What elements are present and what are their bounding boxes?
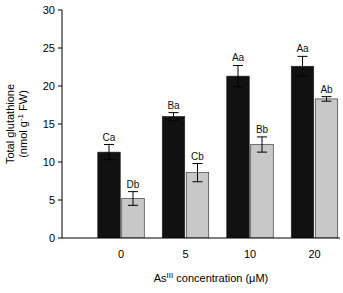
error-bar [104,145,114,160]
error-cap [104,159,114,160]
error-bar [169,113,179,121]
chart: Ca Ba Aa Aa Db Cb Bb Ab 0 5 10 15 20 25 30 0 5 10 20 AsIII … [0,0,343,293]
error-bar [322,97,332,102]
error-bar [257,137,267,152]
bar [315,99,338,238]
significance-letter: Ca [103,132,116,143]
y-tick [58,238,62,239]
y-axis-label: Total glutathione [4,84,16,164]
x-axis-label: AsIII concentration (μM) [154,271,269,285]
y-tick [58,200,62,201]
error-stem [262,137,263,152]
label-part: As [154,272,167,284]
label-part: FW) [17,90,29,114]
label-part: Total glutathione [4,84,16,164]
y-tick [58,86,62,87]
y-tick-label: 30 [43,4,55,16]
significance-letter: Ba [167,100,180,111]
label-part: (nmol g [17,121,29,158]
error-cap [233,65,243,66]
error-stem [302,56,303,76]
error-cap [257,136,267,137]
error-cap [169,120,179,121]
significance-letter: Cb [191,151,204,162]
error-cap [169,112,179,113]
y-tick-label: 25 [43,42,55,54]
y-tick-label: 20 [43,80,55,92]
error-stem [326,97,327,102]
bar [186,173,209,238]
significance-letter: Aa [232,52,245,63]
error-stem [109,145,110,160]
y-tick-label: 10 [43,156,55,168]
y-tick-label: 15 [43,118,55,130]
y-tick [58,162,62,163]
label-part: III [167,271,174,280]
error-cap [298,56,308,57]
error-stem [133,192,134,206]
error-cap [322,101,332,102]
y-tick [58,124,62,125]
error-bar [233,65,243,86]
y-tick [58,48,62,49]
error-cap [193,181,203,182]
x-tick-label: 5 [182,248,188,260]
label-part: concentration (μM) [173,272,268,284]
error-stem [197,164,198,182]
error-bar [128,192,138,206]
error-cap [128,205,138,206]
y-tick [58,10,62,11]
error-cap [233,86,243,87]
x-axis [62,238,340,239]
significance-letter: Bb [256,124,269,135]
error-stem [173,113,174,121]
x-tick-label: 0 [118,248,124,260]
error-cap [257,152,267,153]
error-cap [193,163,203,164]
x-tick-label: 10 [244,248,256,260]
y-tick-label: 5 [49,194,55,206]
error-stem [238,65,239,86]
bar [291,66,314,238]
bar [251,145,274,238]
bar [227,76,250,238]
bar [98,152,121,238]
error-cap [128,191,138,192]
significance-letter: Aa [296,43,309,54]
plot-area [98,56,338,238]
error-cap [104,144,114,145]
bar [162,116,185,238]
error-cap [298,76,308,77]
significance-letter: Ab [320,84,333,95]
error-bar [193,164,203,182]
significance-letter: Db [127,179,140,190]
error-bar [298,56,308,76]
y-tick-label: 0 [49,232,55,244]
error-cap [322,96,332,97]
x-tick-label: 20 [308,248,320,260]
y-axis-label: (nmol g-1 FW) [16,90,30,158]
